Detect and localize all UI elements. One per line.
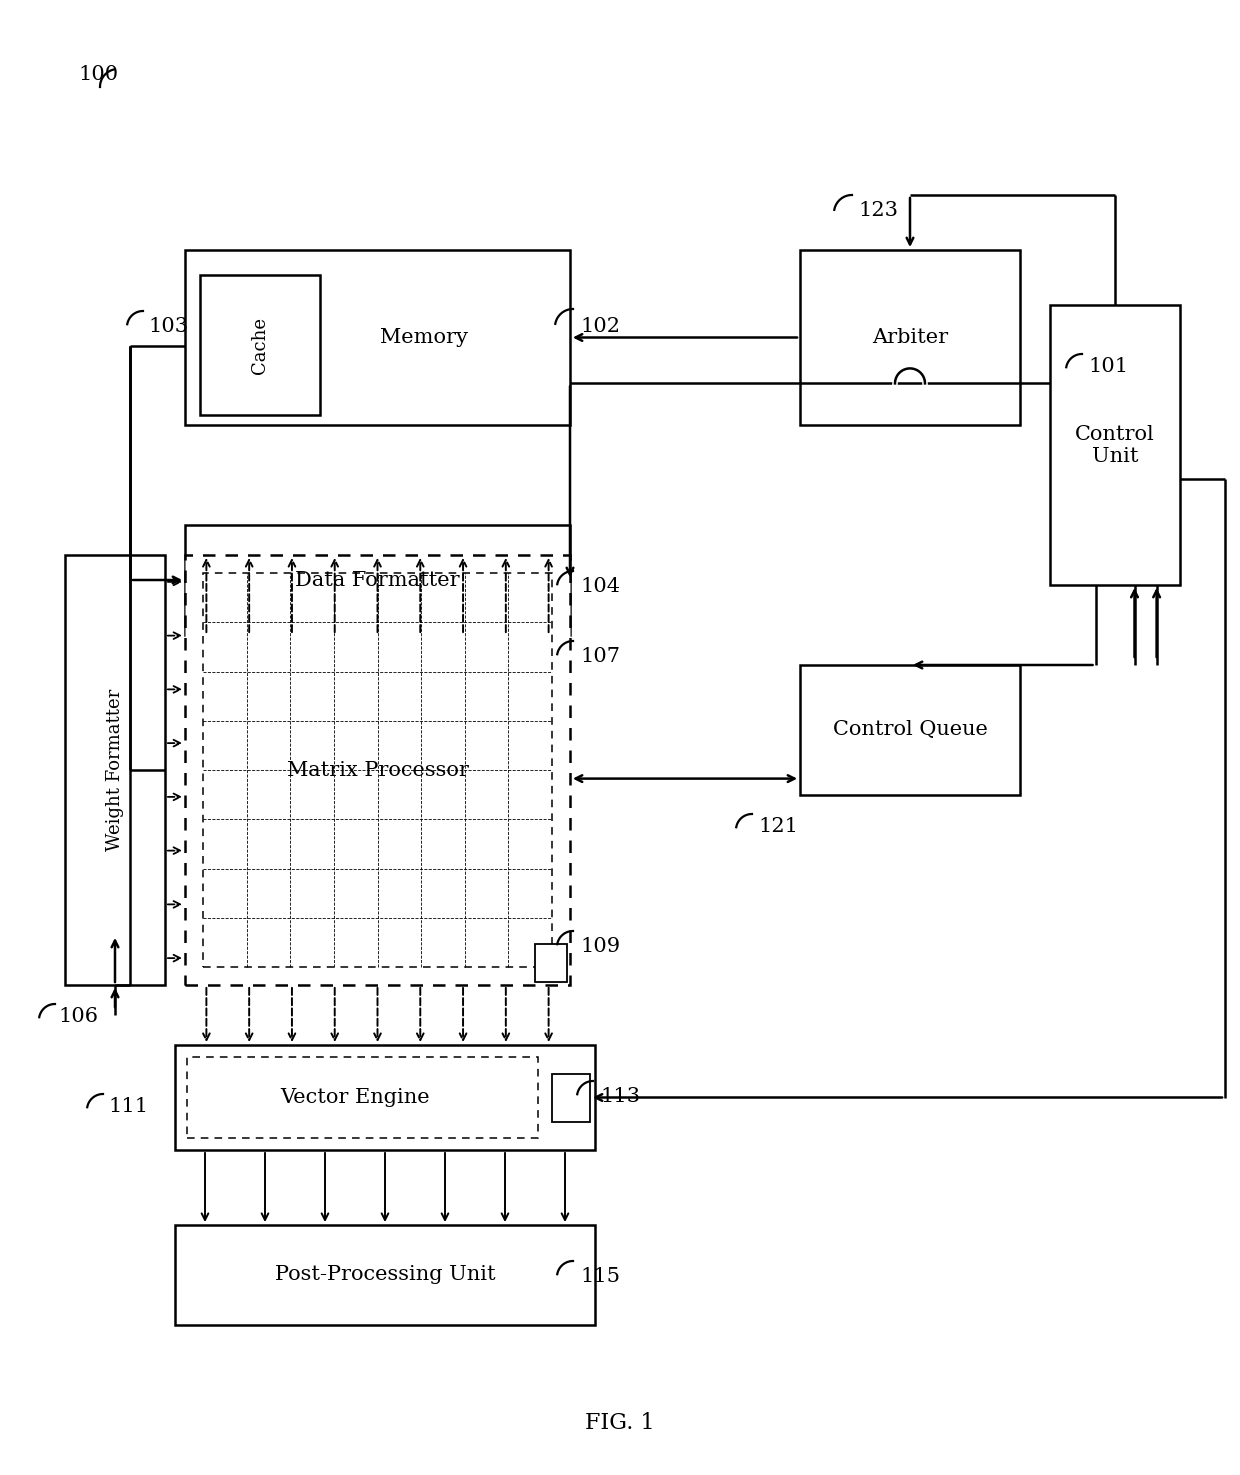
Text: 113: 113 (600, 1087, 640, 1106)
Text: Post-Processing Unit: Post-Processing Unit (275, 1266, 495, 1285)
Text: 106: 106 (58, 1007, 98, 1027)
Text: 109: 109 (580, 938, 620, 956)
Text: Control Queue: Control Queue (832, 720, 987, 739)
Bar (185, 249, 570, 425)
Text: 102: 102 (580, 317, 620, 336)
Bar (552, 1074, 590, 1122)
Bar (185, 555, 570, 985)
Bar (175, 1044, 595, 1150)
Text: 103: 103 (148, 317, 188, 336)
Bar (534, 944, 567, 982)
Bar (800, 249, 1021, 425)
Text: Matrix Processor: Matrix Processor (286, 761, 469, 779)
Text: FIG. 1: FIG. 1 (585, 1412, 655, 1434)
Bar (185, 525, 570, 636)
Text: 115: 115 (580, 1267, 620, 1286)
Text: Cache: Cache (250, 317, 269, 373)
Bar (187, 1058, 538, 1139)
Text: Memory: Memory (379, 327, 467, 347)
Text: 101: 101 (1087, 357, 1128, 376)
Text: 107: 107 (580, 648, 620, 667)
Text: 123: 123 (858, 201, 898, 220)
Bar (800, 665, 1021, 795)
Text: 100: 100 (78, 65, 118, 84)
Text: Data Formatter: Data Formatter (295, 571, 460, 590)
Bar (64, 555, 165, 985)
Text: 104: 104 (580, 578, 620, 596)
Text: 121: 121 (758, 817, 799, 836)
Text: Weight Formatter: Weight Formatter (105, 689, 124, 851)
Text: Control
Unit: Control Unit (1075, 425, 1154, 466)
Text: Arbiter: Arbiter (872, 327, 949, 347)
Bar (200, 274, 320, 414)
Text: 111: 111 (108, 1097, 148, 1117)
Bar (1050, 305, 1180, 586)
Text: Vector Engine: Vector Engine (280, 1089, 430, 1108)
Bar (175, 1226, 595, 1325)
Bar (203, 572, 552, 968)
